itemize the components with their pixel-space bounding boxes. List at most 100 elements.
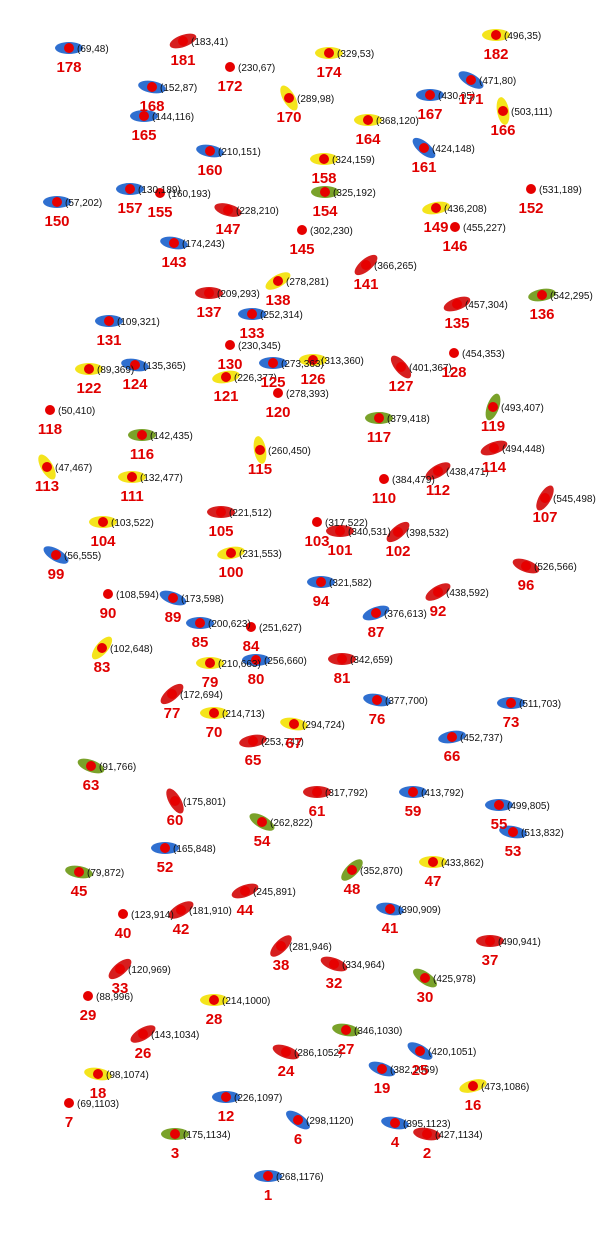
center-dot-160 bbox=[205, 146, 215, 156]
coord-label-54: (262,822) bbox=[270, 818, 313, 829]
id-label-168: 168 bbox=[139, 98, 164, 115]
id-label-73: 73 bbox=[503, 714, 520, 731]
id-label-165: 165 bbox=[131, 127, 156, 144]
id-label-157: 157 bbox=[117, 200, 142, 217]
id-label-4: 4 bbox=[391, 1134, 400, 1151]
coord-label-18: (98,1074) bbox=[106, 1070, 149, 1081]
coord-label-135: (457,304) bbox=[465, 300, 508, 311]
id-label-16: 16 bbox=[465, 1097, 482, 1114]
id-label-52: 52 bbox=[157, 859, 174, 876]
coord-label-150: (57,202) bbox=[65, 198, 102, 209]
coord-label-166: (503,111) bbox=[511, 107, 552, 118]
coord-label-16: (473,1086) bbox=[481, 1082, 529, 1093]
center-dot-80 bbox=[251, 655, 261, 665]
id-label-55: 55 bbox=[491, 816, 508, 833]
id-label-125: 125 bbox=[260, 374, 285, 391]
center-dot-104 bbox=[98, 517, 108, 527]
id-label-66: 66 bbox=[444, 748, 461, 765]
center-dot-89 bbox=[168, 593, 178, 603]
id-label-115: 115 bbox=[248, 461, 272, 478]
id-label-3: 3 bbox=[171, 1145, 179, 1162]
center-dot-145 bbox=[297, 225, 307, 235]
id-label-105: 105 bbox=[208, 523, 233, 540]
coord-label-12: (226,1097) bbox=[234, 1093, 282, 1104]
coord-label-28: (214,1000) bbox=[222, 996, 270, 1007]
center-dot-6 bbox=[293, 1115, 303, 1125]
coord-label-48: (352,870) bbox=[360, 866, 403, 877]
id-label-113: 113 bbox=[35, 478, 59, 495]
coord-label-52: (165,848) bbox=[173, 844, 216, 855]
coord-label-126: (313,360) bbox=[321, 356, 364, 367]
coord-label-92: (438,592) bbox=[446, 588, 489, 599]
coord-label-100: (231,553) bbox=[239, 549, 282, 560]
coord-label-137: (209,293) bbox=[217, 289, 260, 300]
center-dot-111 bbox=[127, 472, 137, 482]
id-label-26: 26 bbox=[135, 1045, 152, 1062]
id-label-83: 83 bbox=[94, 659, 111, 676]
id-label-103: 103 bbox=[304, 533, 329, 550]
center-dot-59 bbox=[408, 787, 418, 797]
id-label-174: 174 bbox=[316, 64, 342, 81]
coord-label-181: (183,41) bbox=[191, 37, 228, 48]
id-label-53: 53 bbox=[505, 843, 522, 860]
center-dot-94 bbox=[316, 577, 326, 587]
coord-label-27: (346,1030) bbox=[354, 1026, 402, 1037]
id-label-147: 147 bbox=[215, 221, 240, 238]
center-dot-33 bbox=[115, 964, 125, 974]
center-dot-115 bbox=[255, 445, 265, 455]
center-dot-170 bbox=[284, 93, 294, 103]
center-dot-143 bbox=[169, 238, 179, 248]
center-dot-18 bbox=[93, 1069, 103, 1079]
id-label-79: 79 bbox=[202, 674, 219, 691]
coord-label-172: (230,67) bbox=[238, 63, 275, 74]
id-label-67: 67 bbox=[286, 735, 303, 752]
center-dot-165 bbox=[139, 111, 149, 121]
coord-label-138: (278,281) bbox=[286, 277, 329, 288]
center-dot-122 bbox=[84, 364, 94, 374]
center-dot-166 bbox=[498, 106, 508, 116]
coord-label-136: (542,295) bbox=[550, 291, 593, 302]
id-label-37: 37 bbox=[482, 952, 499, 969]
center-dot-174 bbox=[324, 48, 334, 58]
center-dot-137 bbox=[204, 288, 214, 298]
id-label-160: 160 bbox=[197, 162, 222, 179]
coord-label-77: (172,694) bbox=[180, 690, 223, 701]
coord-label-61: (317,792) bbox=[325, 788, 368, 799]
coord-label-38: (281,946) bbox=[289, 942, 332, 953]
coord-label-90: (108,594) bbox=[116, 590, 159, 601]
center-dot-38 bbox=[276, 941, 286, 951]
center-dot-118 bbox=[45, 405, 55, 415]
center-dot-81 bbox=[337, 654, 347, 664]
center-dot-66 bbox=[447, 732, 457, 742]
center-dot-1 bbox=[263, 1171, 273, 1181]
center-dot-63 bbox=[86, 761, 96, 771]
coord-label-47: (433,862) bbox=[441, 858, 484, 869]
coord-label-99: (56,555) bbox=[64, 551, 101, 562]
center-dot-76 bbox=[372, 695, 382, 705]
center-dot-147 bbox=[223, 205, 233, 215]
id-label-54: 54 bbox=[254, 833, 271, 850]
center-dot-155 bbox=[155, 188, 165, 198]
id-label-6: 6 bbox=[294, 1131, 302, 1148]
center-dot-161 bbox=[419, 143, 429, 153]
center-dot-41 bbox=[385, 904, 395, 914]
id-label-167: 167 bbox=[417, 106, 442, 123]
coord-label-7: (69,1103) bbox=[77, 1099, 119, 1110]
id-label-38: 38 bbox=[273, 957, 290, 974]
id-label-181: 181 bbox=[170, 52, 195, 69]
center-dot-135 bbox=[452, 299, 462, 309]
center-dot-113 bbox=[42, 462, 52, 472]
id-label-44: 44 bbox=[237, 902, 254, 919]
coord-label-157: (130,189) bbox=[138, 185, 181, 196]
center-dot-103 bbox=[312, 517, 322, 527]
id-label-25: 25 bbox=[412, 1062, 429, 1079]
center-dot-182 bbox=[491, 30, 501, 40]
id-label-143: 143 bbox=[161, 254, 186, 271]
id-label-111: 111 bbox=[120, 488, 143, 505]
id-label-32: 32 bbox=[326, 975, 343, 992]
coord-label-37: (490,941) bbox=[498, 937, 541, 948]
center-dot-138 bbox=[273, 276, 283, 286]
center-dot-77 bbox=[167, 689, 177, 699]
center-dot-136 bbox=[537, 290, 547, 300]
